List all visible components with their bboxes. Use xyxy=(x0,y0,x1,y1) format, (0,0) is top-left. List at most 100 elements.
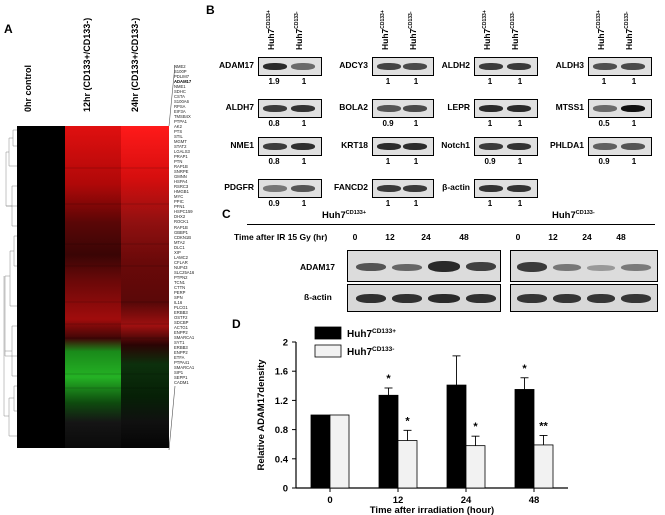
gene-label: ACTG1 xyxy=(174,324,188,330)
gene-label: PTPA1 xyxy=(174,119,187,125)
blot-label: ADCY3 xyxy=(339,60,368,70)
blot-image xyxy=(372,57,434,76)
blot-ratio-cd133pos: 0.9 xyxy=(268,199,280,208)
gene-label: DLC1 xyxy=(174,244,185,250)
panel-c-timepoint: 48 xyxy=(616,232,626,242)
gene-label: RSRC3 xyxy=(174,184,189,190)
blot-image xyxy=(474,179,538,198)
gene-label: XIP xyxy=(174,249,181,255)
panel-c-row2-label: ß-actin xyxy=(304,292,332,302)
gene-label: PTS xyxy=(174,129,183,135)
blot-image xyxy=(258,137,322,156)
gene-label: LAMC2 xyxy=(174,254,188,260)
gene-label: PTPN2 xyxy=(174,274,188,280)
y-axis-label: Relative ADAM17density xyxy=(256,359,267,471)
blot-image xyxy=(372,179,434,198)
bar-cd133pos xyxy=(446,384,467,489)
blot-image xyxy=(474,99,538,118)
blot-ratio-cd133neg: 1 xyxy=(413,119,419,128)
legend-label-cd133neg: Huh7CD133- xyxy=(347,346,394,358)
y-tick-label: 0.4 xyxy=(275,454,289,465)
blot-image xyxy=(474,57,538,76)
gene-label: S100A6 xyxy=(174,99,189,105)
blot-label: NME1 xyxy=(230,140,254,150)
blot-ratio-cd133neg: 1 xyxy=(631,77,637,86)
legend-label-name: Huh7 xyxy=(347,347,372,358)
significance-mark: * xyxy=(386,373,391,385)
gene-label: HSPC159 xyxy=(174,209,193,215)
panel-c-timepoint: 0 xyxy=(352,232,358,242)
gene-label: RAP1B xyxy=(174,224,188,230)
gene-label: ETFA xyxy=(174,354,185,360)
blot-ratio-cd133neg: 1 xyxy=(517,119,523,128)
gene-label: PTPA41 xyxy=(174,359,190,365)
gene-label: ENPP2 xyxy=(174,329,188,335)
gene-label: S100P xyxy=(174,69,187,75)
gene-label: IL16 xyxy=(174,299,183,305)
significance-mark: ** xyxy=(539,420,548,432)
gene-label: STIL xyxy=(174,134,183,140)
gene-label: CADM1 xyxy=(174,379,189,385)
bar-cd133pos xyxy=(378,394,399,489)
blot-ratio-cd133neg: 1 xyxy=(301,157,307,166)
gene-label: MYC xyxy=(174,194,184,200)
blot-label: ALDH3 xyxy=(555,60,584,70)
bar-cd133neg xyxy=(397,440,418,489)
gene-label: DHX2 xyxy=(174,214,186,220)
gene-label: ENPP2 xyxy=(174,349,188,355)
gene-label: CDKN1B xyxy=(174,234,191,240)
blot-ratio-cd133pos: 1.9 xyxy=(268,77,280,86)
gene-label: SEPP1 xyxy=(174,374,188,380)
blot-ratio-cd133neg: 1 xyxy=(413,157,419,166)
blot-ratio-cd133neg: 1 xyxy=(517,199,523,208)
gene-label: HSPA4 xyxy=(174,179,188,185)
blot-ratio-cd133neg: 1 xyxy=(517,157,523,166)
legend-label-sup: CD133+ xyxy=(372,328,396,335)
panel-c-timepoint: 12 xyxy=(385,232,395,242)
legend-label-cd133pos: Huh7CD133+ xyxy=(347,328,396,340)
blot-ratio-cd133pos: 0.9 xyxy=(382,119,394,128)
panel-c-actin-blot-left xyxy=(347,284,501,312)
blot-ratio-cd133neg: 1 xyxy=(631,119,637,128)
gene-label: CSTA xyxy=(174,94,185,100)
significance-mark: * xyxy=(522,363,527,375)
gene-label: PRAP1 xyxy=(174,154,188,160)
gene-label: NME1 xyxy=(174,84,186,90)
blot-label: MTSS1 xyxy=(555,102,584,112)
heatmap-callout-lines xyxy=(168,64,176,451)
panel-c-timepoint: 0 xyxy=(515,232,521,242)
significance-mark: * xyxy=(473,421,478,433)
blot-label: Notch1 xyxy=(441,140,470,150)
gene-label: PDLIM7 xyxy=(174,74,190,80)
gene-label: TMSB4X xyxy=(174,114,191,120)
blot-image xyxy=(372,99,434,118)
bar-cd133pos xyxy=(514,389,535,489)
panel-c-group2-sup: CD133- xyxy=(575,210,595,216)
gene-label: GBBP1 xyxy=(174,229,188,235)
blot-ratio-cd133pos: 1 xyxy=(601,77,607,86)
panel-c-actin-blot-right xyxy=(510,284,658,312)
significance-mark: * xyxy=(405,415,410,427)
heatmap-gene-list: NME2 S100P PDLIM7 ADAM17 NME1 SDHC CSTA S100A6 R… xyxy=(174,64,214,385)
gene-label: TCN1 xyxy=(174,279,185,285)
blot-ratio-cd133pos: 0.8 xyxy=(268,119,280,128)
blot-ratio-cd133neg: 1 xyxy=(301,119,307,128)
gene-label: OSTF2 xyxy=(174,314,188,320)
blot-ratio-cd133pos: 0.8 xyxy=(268,157,280,166)
heatmap xyxy=(17,126,169,448)
heatmap-dendrogram xyxy=(3,129,17,437)
panel-c-timepoint: 24 xyxy=(582,232,592,242)
x-tick-label: 24 xyxy=(461,495,472,506)
blot-ratio-cd133pos: 0.9 xyxy=(484,157,496,166)
panel-c-letter: C xyxy=(222,207,231,221)
bar-cd133pos xyxy=(310,414,331,489)
gene-label: GMNN xyxy=(174,174,187,180)
panel-c-timepoint: 12 xyxy=(548,232,558,242)
gene-label: SDCBP xyxy=(174,319,189,325)
y-tick-label: 1.6 xyxy=(275,367,288,378)
gene-label: MGMT xyxy=(174,139,187,145)
gene-label: LGALS3 xyxy=(174,149,190,155)
panel-c-group1-sup: CD133+ xyxy=(345,210,367,216)
y-tick-label: 0.8 xyxy=(275,425,288,436)
